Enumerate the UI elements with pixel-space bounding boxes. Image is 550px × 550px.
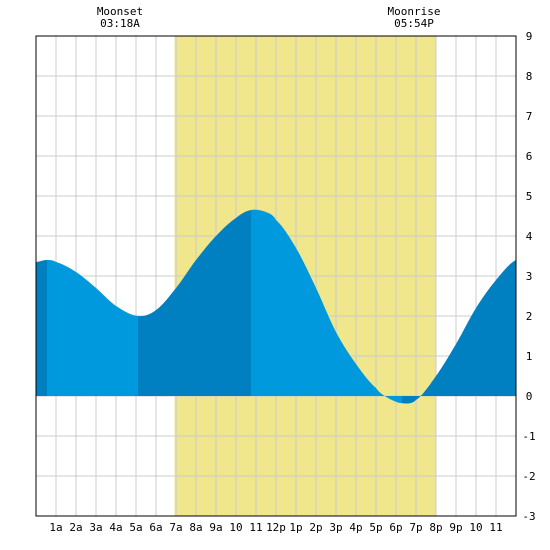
x-tick-label: 4p bbox=[349, 521, 362, 534]
y-tick-label: 3 bbox=[526, 270, 533, 283]
moon-event-label: Moonrise bbox=[388, 5, 441, 18]
y-tick-label: 2 bbox=[526, 310, 533, 323]
x-tick-label: 10 bbox=[229, 521, 242, 534]
tide-area bbox=[36, 209, 516, 404]
y-tick-label: 8 bbox=[526, 70, 533, 83]
y-tick-label: -2 bbox=[522, 470, 535, 483]
y-tick-label: -3 bbox=[522, 510, 535, 523]
y-tick-label: 6 bbox=[526, 150, 533, 163]
moon-event-time: 05:54P bbox=[394, 17, 434, 30]
y-tick-label: 7 bbox=[526, 110, 533, 123]
x-tick-label: 9a bbox=[209, 521, 222, 534]
tide-segment bbox=[138, 210, 251, 396]
moon-event-label: Moonset bbox=[97, 5, 143, 18]
x-tick-label: 3p bbox=[329, 521, 342, 534]
x-tick-label: 12p bbox=[266, 521, 286, 534]
x-tick-label: 8p bbox=[429, 521, 442, 534]
x-tick-label: 11 bbox=[489, 521, 502, 534]
x-tick-label: 1a bbox=[49, 521, 62, 534]
x-tick-label: 10 bbox=[469, 521, 482, 534]
x-tick-label: 11 bbox=[249, 521, 262, 534]
y-tick-label: 5 bbox=[526, 190, 533, 203]
y-tick-label: 4 bbox=[526, 230, 533, 243]
x-tick-label: 7p bbox=[409, 521, 422, 534]
x-tick-label: 2p bbox=[309, 521, 322, 534]
moon-event-time: 03:18A bbox=[100, 17, 140, 30]
x-tick-label: 9p bbox=[449, 521, 462, 534]
tide-segment bbox=[251, 209, 402, 404]
tide-segment bbox=[402, 260, 516, 404]
x-tick-label: 4a bbox=[109, 521, 122, 534]
y-tick-label: 1 bbox=[526, 350, 533, 363]
x-tick-label: 5p bbox=[369, 521, 382, 534]
y-tick-label: 0 bbox=[526, 390, 533, 403]
y-tick-label: -1 bbox=[522, 430, 535, 443]
tide-segment bbox=[47, 260, 138, 396]
x-tick-label: 6p bbox=[389, 521, 402, 534]
x-tick-label: 3a bbox=[89, 521, 102, 534]
tide-segment bbox=[36, 260, 47, 396]
x-axis-ticks: 1a 2a 3a 4a 5a 6a 7a 8a 9a 10 11 12p 1p 2p 3p 4p 5p 6p 7p 8… bbox=[49, 521, 502, 534]
x-tick-label: 1p bbox=[289, 521, 302, 534]
x-tick-label: 8a bbox=[189, 521, 202, 534]
y-axis-ticks: -3 -2 -1 0 1 2 3 4 5 6 7 8 9 bbox=[522, 30, 535, 523]
x-tick-label: 7a bbox=[169, 521, 182, 534]
x-tick-label: 6a bbox=[149, 521, 162, 534]
plot-frame bbox=[35, 35, 517, 517]
x-tick-label: 5a bbox=[129, 521, 142, 534]
y-tick-label: 9 bbox=[526, 30, 533, 43]
x-tick-label: 2a bbox=[69, 521, 82, 534]
